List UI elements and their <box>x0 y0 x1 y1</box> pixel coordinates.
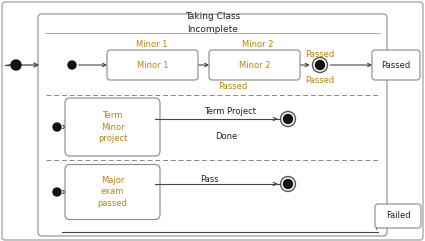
Text: Failed: Failed <box>385 212 410 221</box>
FancyBboxPatch shape <box>65 165 160 220</box>
FancyBboxPatch shape <box>209 50 300 80</box>
Text: Passed: Passed <box>306 50 334 59</box>
Text: Done: Done <box>215 132 237 141</box>
FancyBboxPatch shape <box>2 2 423 240</box>
Text: Major
exam
passed: Major exam passed <box>98 176 127 208</box>
FancyBboxPatch shape <box>65 98 160 156</box>
Text: Minor 1: Minor 1 <box>136 40 168 49</box>
Text: Incomplete: Incomplete <box>187 25 238 34</box>
Circle shape <box>315 60 325 69</box>
Text: Minor 1: Minor 1 <box>137 60 168 69</box>
Circle shape <box>280 176 295 192</box>
Text: Passed: Passed <box>218 82 248 91</box>
Circle shape <box>283 180 292 188</box>
Text: Taking Class: Taking Class <box>185 12 240 21</box>
Text: Minor 2: Minor 2 <box>239 60 270 69</box>
FancyBboxPatch shape <box>107 50 198 80</box>
Circle shape <box>312 58 328 73</box>
Text: Passed: Passed <box>381 60 411 69</box>
FancyBboxPatch shape <box>375 204 421 228</box>
FancyBboxPatch shape <box>372 50 420 80</box>
Text: Pass: Pass <box>200 175 218 184</box>
Circle shape <box>68 61 76 69</box>
Circle shape <box>53 123 61 131</box>
FancyBboxPatch shape <box>38 14 387 236</box>
Circle shape <box>11 60 21 70</box>
Circle shape <box>283 114 292 123</box>
Text: Passed: Passed <box>306 76 334 85</box>
Circle shape <box>280 112 295 127</box>
Text: Minor 2: Minor 2 <box>242 40 274 49</box>
Text: Term Project: Term Project <box>204 107 256 116</box>
Circle shape <box>53 188 61 196</box>
Text: Term
Minor
project: Term Minor project <box>98 111 127 143</box>
